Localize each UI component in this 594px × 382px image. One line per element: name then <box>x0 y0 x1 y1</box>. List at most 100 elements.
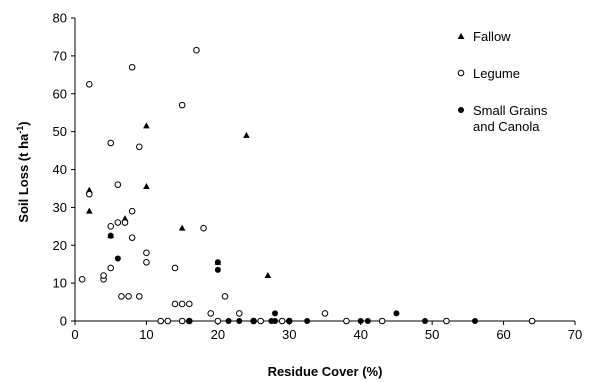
point-legume <box>528 317 536 325</box>
point-legume <box>343 317 350 325</box>
legend-marker-small-grains <box>458 107 464 113</box>
point-legume <box>200 224 207 232</box>
point-legume <box>193 46 200 54</box>
legend-marker-legume <box>457 69 465 77</box>
point-legume <box>443 317 450 325</box>
legend: Fallow Legume Small Grains and Canola <box>457 29 548 134</box>
point-legume <box>125 293 132 300</box>
y-axis-title-close: ) <box>16 121 31 125</box>
point-legume <box>143 249 150 257</box>
point-legume <box>128 207 136 215</box>
point-legume <box>185 300 193 308</box>
legend-label-fallow: Fallow <box>473 29 511 44</box>
point-small-grains-and-canola <box>304 318 311 324</box>
legend-label-small-grains-line2: and Canola <box>473 119 540 134</box>
y-tick-label: 50 <box>53 124 67 139</box>
y-axis-title-superscript: -1 <box>15 126 25 134</box>
point-legume <box>278 317 286 325</box>
point-small-grains-and-canola <box>107 232 114 239</box>
point-fallow <box>178 224 186 231</box>
x-tick-label: 50 <box>425 327 439 342</box>
point-small-grains-and-canola <box>114 255 121 262</box>
point-small-grains-and-canola <box>357 318 364 324</box>
point-legume <box>321 310 329 317</box>
point-fallow <box>121 215 129 222</box>
y-axis-title-main: Soil Loss (t ha <box>16 133 31 223</box>
point-legume <box>221 293 229 300</box>
point-small-grains-and-canola <box>272 318 278 324</box>
legend-marker-fallow <box>457 33 465 39</box>
point-small-grains-and-canola <box>422 318 428 324</box>
point-small-grains-and-canola <box>472 318 478 324</box>
point-legume <box>178 101 186 109</box>
point-small-grains-and-canola <box>393 310 400 317</box>
x-tick-label: 20 <box>211 327 225 342</box>
point-small-grains-and-canola <box>236 318 243 324</box>
point-fallow <box>143 122 150 129</box>
point-legume <box>214 317 222 325</box>
legend-label-legume: Legume <box>473 66 520 81</box>
point-fallow <box>243 131 250 138</box>
x-tick-label: 40 <box>353 327 367 342</box>
x-tick-label: 30 <box>282 327 296 342</box>
point-legume <box>207 310 215 317</box>
y-tick-label: 10 <box>53 276 67 291</box>
x-axis-title: Residue Cover (%) <box>268 364 383 379</box>
y-axis-ticks: 0 10 20 30 40 50 60 70 80 <box>53 11 75 329</box>
y-axis-title: Soil Loss (t ha-1) <box>15 121 31 222</box>
point-small-grains-and-canola <box>214 266 221 273</box>
y-tick-label: 80 <box>53 11 67 26</box>
point-legume <box>171 264 179 272</box>
point-legume <box>128 234 136 241</box>
point-legume <box>235 310 243 317</box>
x-axis-ticks: 0 10 20 30 40 50 60 70 <box>71 321 582 342</box>
point-small-grains-and-canola <box>272 310 278 317</box>
x-tick-label: 10 <box>139 327 153 342</box>
y-tick-label: 70 <box>53 48 67 63</box>
point-fallow <box>85 207 93 214</box>
point-legume <box>164 317 172 325</box>
point-fallow <box>85 186 93 193</box>
point-legume <box>100 272 107 279</box>
point-legume <box>107 139 115 147</box>
point-legume <box>257 317 265 325</box>
point-fallow <box>264 271 272 278</box>
point-small-grains-and-canola <box>214 259 221 266</box>
point-small-grains-and-canola <box>286 318 293 324</box>
point-legume <box>135 293 143 300</box>
y-tick-label: 60 <box>53 86 67 101</box>
x-tick-label: 60 <box>496 327 510 342</box>
point-legume <box>114 181 122 188</box>
point-legume <box>78 276 86 283</box>
point-legume <box>107 264 115 272</box>
x-tick-label: 0 <box>71 327 78 342</box>
data-points <box>78 46 536 325</box>
point-small-grains-and-canola <box>250 318 257 324</box>
axes <box>74 18 575 322</box>
point-legume <box>85 80 93 88</box>
point-legume <box>128 63 136 71</box>
point-legume <box>114 219 122 226</box>
y-tick-label: 30 <box>53 200 67 215</box>
point-small-grains-and-canola <box>364 318 371 324</box>
point-legume <box>107 223 115 230</box>
point-legume <box>178 317 186 325</box>
point-fallow <box>143 182 150 189</box>
x-tick-label: 70 <box>568 327 582 342</box>
y-tick-label: 40 <box>53 162 67 177</box>
point-legume <box>121 219 129 226</box>
point-legume <box>171 300 179 308</box>
point-legume <box>178 300 186 308</box>
point-legume <box>378 317 386 325</box>
point-legume <box>118 293 125 300</box>
point-legume <box>143 258 150 266</box>
point-legume <box>135 143 143 151</box>
y-tick-label: 0 <box>60 314 67 329</box>
point-small-grains-and-canola <box>225 318 232 324</box>
legend-label-small-grains-line1: Small Grains <box>473 103 548 118</box>
y-tick-label: 20 <box>53 238 67 253</box>
point-legume <box>85 190 93 198</box>
point-small-grains-and-canola <box>186 318 193 324</box>
point-legume <box>157 317 165 325</box>
